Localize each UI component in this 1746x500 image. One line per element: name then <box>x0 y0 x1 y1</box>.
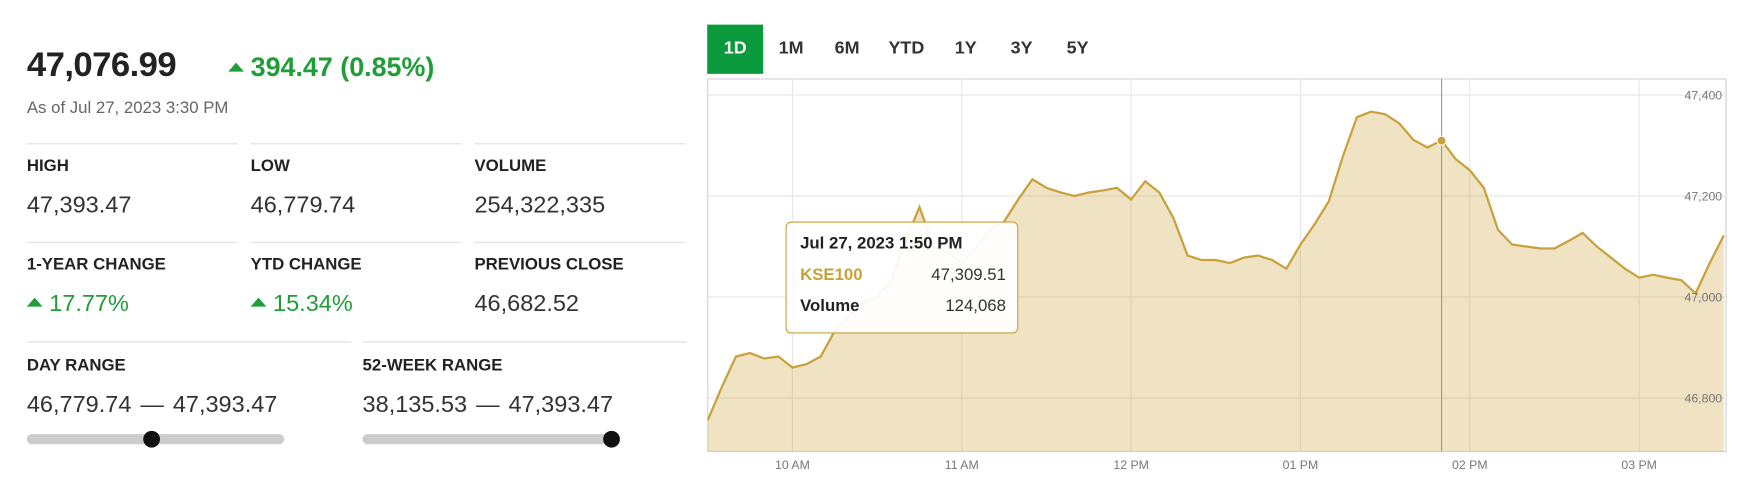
tooltip-value: 47,309.51 <box>931 265 1006 285</box>
range-marker <box>603 430 621 448</box>
y-tick-label: 47,000 <box>1685 290 1723 304</box>
stat: HIGH 47,393.47 <box>26 143 238 243</box>
range-high: 47,393.47 <box>172 391 278 418</box>
y-tick-label: 47,200 <box>1685 189 1723 203</box>
x-tick-label: 12 PM <box>1113 458 1149 472</box>
tab[interactable]: 6M <box>834 39 860 59</box>
stat-label: PREVIOUS CLOSE <box>474 255 624 275</box>
tab[interactable]: 5Y <box>1066 39 1089 59</box>
change-text: 394.47 (0.85%) <box>250 52 435 83</box>
range-label: 52-WEEK RANGE <box>362 355 503 375</box>
range-separator: — <box>140 391 164 418</box>
stat-label: 1-YEAR CHANGE <box>26 255 166 275</box>
stat-label: YTD CHANGE <box>250 255 362 275</box>
tooltip: Jul 27, 2023 1:50 PM KSE100 47,309.51 Vo… <box>785 221 1019 334</box>
price: 47,076.99 <box>26 44 177 84</box>
up-arrow <box>250 297 267 307</box>
stat: VOLUME 254,322,335 <box>474 143 685 243</box>
range-high: 47,393.47 <box>508 391 614 418</box>
range-value: 38,135.53 — 47,393.47 <box>363 392 614 419</box>
stat: PREVIOUS CLOSE 46,682.52 <box>474 241 685 342</box>
x-tick-label: 11 AM <box>945 458 979 472</box>
stat-value-text: 46,682.52 <box>474 290 580 317</box>
range-tabs: 1D 1M 6M YTD 1Y 3Y 5Y <box>707 24 1105 74</box>
stat-value: 46,682.52 <box>474 291 579 318</box>
stat-value: 47,393.47 <box>27 192 132 219</box>
range-track <box>26 430 285 448</box>
range-low: 38,135.53 <box>362 391 468 418</box>
up-arrow <box>228 62 244 72</box>
range-marker <box>143 430 161 448</box>
tooltip-series: KSE100 <box>800 265 863 285</box>
x-tick-label: 10 AM <box>775 458 810 472</box>
stat-value: 254,322,335 <box>474 192 605 219</box>
stat-value-text: 17.77% <box>49 290 129 317</box>
range: DAY RANGE 46,779.74 — 47,393.47 <box>26 341 352 454</box>
stat-value-text: 47,393.47 <box>26 192 132 219</box>
stat-value-text: 46,779.74 <box>250 192 356 219</box>
range-value: 46,779.74 — 47,393.47 <box>27 392 278 419</box>
tab[interactable]: YTD <box>888 39 925 59</box>
tooltip-volume-label: Volume <box>800 296 860 316</box>
stat: YTD CHANGE 15.34% <box>250 241 462 342</box>
tooltip-title: Jul 27, 2023 1:50 PM <box>800 233 963 253</box>
stat-value: 15.34% <box>250 290 353 318</box>
stat-value: 46,779.74 <box>251 192 356 219</box>
tab[interactable]: 1Y <box>954 39 977 59</box>
x-tick-label: 01 PM <box>1283 458 1319 472</box>
stat: LOW 46,779.74 <box>250 143 462 243</box>
stat-value: 17.77% <box>26 290 129 318</box>
stat-label: LOW <box>250 156 290 176</box>
range-separator: — <box>476 391 500 418</box>
tab[interactable]: 3Y <box>1010 39 1033 59</box>
range-track <box>362 430 621 448</box>
range: 52-WEEK RANGE 38,135.53 — 47,393.47 <box>362 341 688 454</box>
x-tick-label: 03 PM <box>1621 458 1657 472</box>
tab[interactable]: 1M <box>778 39 804 59</box>
stat-value-text: 254,322,335 <box>474 192 606 219</box>
range-low: 46,779.74 <box>26 391 132 418</box>
tooltip-volume: 124,068 <box>945 296 1006 316</box>
as-of: As of Jul 27, 2023 3:30 PM <box>26 98 229 118</box>
up-arrow <box>26 297 43 307</box>
tab[interactable]: 1D <box>707 24 764 74</box>
range-label: DAY RANGE <box>26 355 126 375</box>
stat-value-text: 15.34% <box>273 290 353 317</box>
hover-point <box>1436 135 1447 146</box>
area <box>707 111 1724 451</box>
stat-label: HIGH <box>26 156 69 176</box>
y-tick-label: 46,800 <box>1685 391 1723 405</box>
y-tick-label: 47,400 <box>1685 88 1723 102</box>
price-change: 394.47 (0.85%) <box>228 53 434 84</box>
x-tick-label: 02 PM <box>1452 458 1488 472</box>
stat: 1-YEAR CHANGE 17.77% <box>26 241 238 342</box>
stat-label: VOLUME <box>474 156 547 176</box>
